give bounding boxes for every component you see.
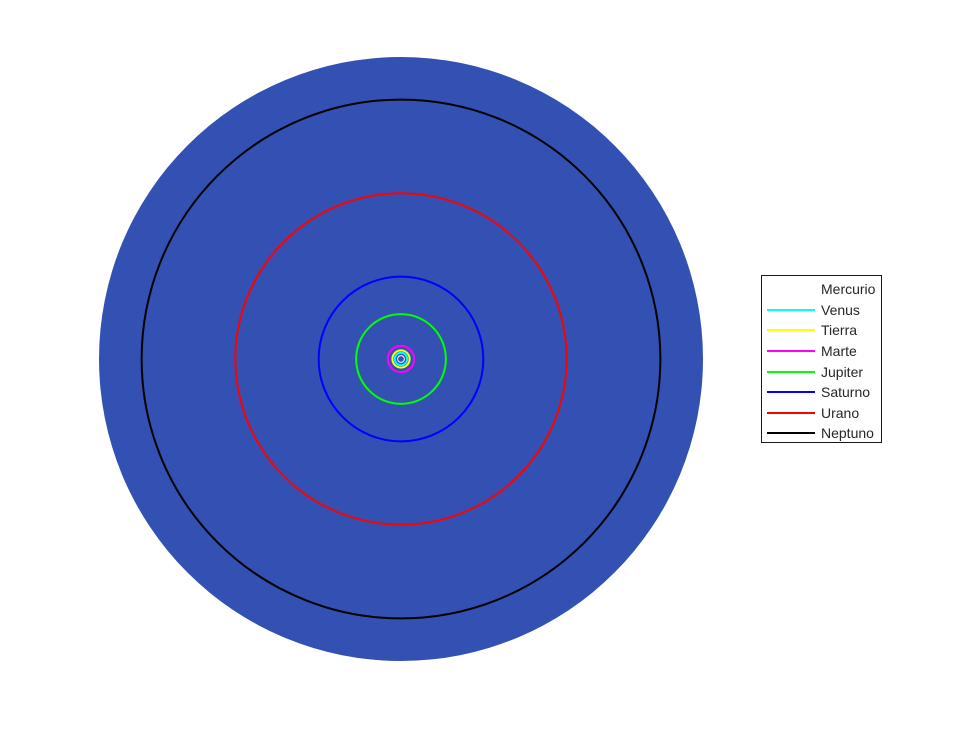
orbit-marte (386, 344, 416, 374)
legend-item-venus: Venus (762, 300, 881, 321)
orbit-jupiter (355, 313, 447, 405)
background-disc (99, 57, 703, 661)
legend-swatch (767, 432, 815, 435)
legend-item-marte: Marte (762, 341, 881, 362)
legend-swatch (767, 391, 815, 394)
legend-item-mercurio: Mercurio (762, 279, 881, 300)
legend-label: Urano (821, 404, 860, 421)
legend-label: Saturno (821, 384, 871, 401)
legend-swatch (767, 370, 815, 373)
legend: Mercurio Venus Tierra Marte Jupiter Saturno Ur… (761, 275, 882, 443)
legend-item-tierra: Tierra (762, 320, 881, 341)
orbit-venus (393, 351, 409, 367)
orbit-tierra (391, 349, 411, 369)
legend-label: Marte (821, 343, 857, 360)
orbit-urano (234, 192, 568, 526)
legend-swatch (767, 308, 815, 311)
legend-label: Neptuno (821, 425, 874, 442)
orbit-saturno (317, 275, 485, 443)
legend-swatch (767, 329, 815, 332)
legend-item-saturno: Saturno (762, 382, 881, 403)
legend-item-urano: Urano (762, 403, 881, 424)
legend-label: Jupiter (821, 363, 864, 380)
legend-swatch (767, 288, 815, 291)
legend-item-jupiter: Jupiter (762, 361, 881, 382)
legend-label: Tierra (821, 322, 858, 339)
legend-swatch (767, 350, 815, 353)
legend-item-neptuno: Neptuno (762, 423, 881, 444)
legend-label: Venus (821, 301, 860, 318)
legend-label: Mercurio (821, 281, 876, 298)
orbit-mercurio (397, 355, 405, 363)
legend-swatch (767, 411, 815, 414)
orbit-neptuno (140, 98, 662, 620)
